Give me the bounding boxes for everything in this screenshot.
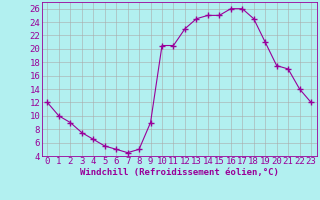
X-axis label: Windchill (Refroidissement éolien,°C): Windchill (Refroidissement éolien,°C): [80, 168, 279, 177]
